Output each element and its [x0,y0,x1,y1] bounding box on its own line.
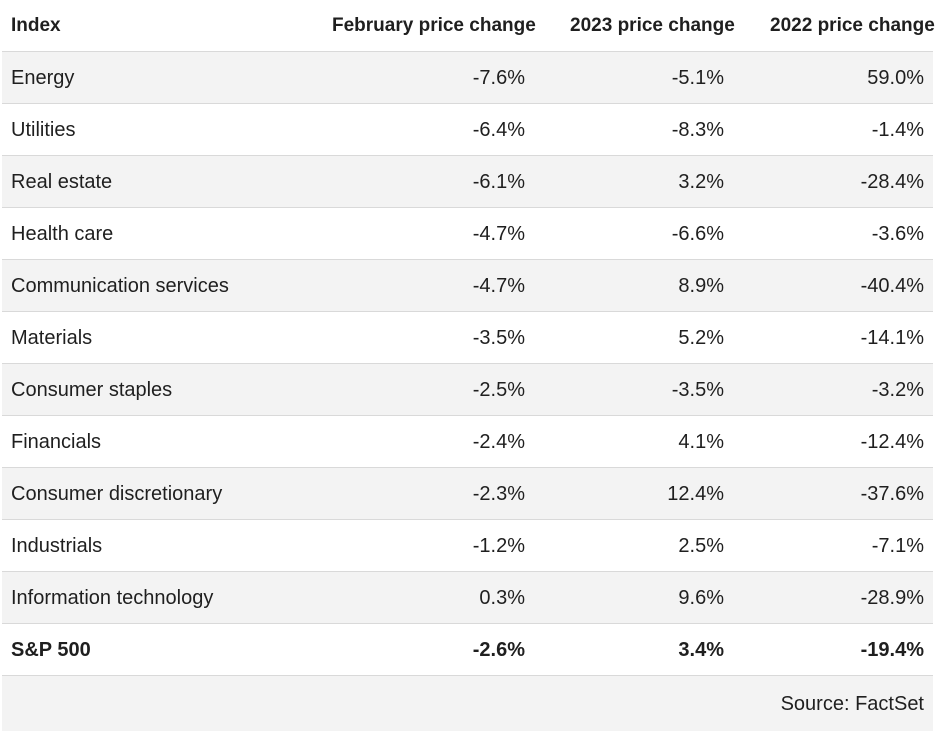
cell-february-price-change: -1.2% [472,534,525,557]
cell-2023-price-change: -5.1% [671,66,724,89]
row-label: Consumer discretionary [11,482,223,505]
table-row: Consumer discretionary -2.3% 12.4% -37.6… [2,468,933,520]
row-label: Utilities [11,118,76,141]
table-row: Health care -4.7% -6.6% -3.6% [2,208,933,260]
cell-2022-price-change: -12.4% [860,430,924,453]
cell-2023-price-change: 2.5% [678,534,724,557]
cell-2022-price-change: -1.4% [871,118,924,141]
table-row: Information technology 0.3% 9.6% -28.9% [2,572,933,624]
cell-february-price-change: -2.3% [472,482,525,505]
table-body: Energy -7.6% -5.1% 59.0% Utilities -6.4%… [2,52,933,676]
cell-2022-price-change: -40.4% [860,274,924,297]
cell-2023-price-change: 3.2% [678,170,724,193]
row-label: Industrials [11,534,103,557]
column-header-2023-price-change: 2023 price change [570,15,735,36]
cell-february-price-change: -2.6% [472,638,525,661]
row-label: Health care [11,222,114,245]
row-label: Consumer staples [11,378,173,401]
row-label: Information technology [11,586,214,609]
cell-february-price-change: -2.4% [472,430,525,453]
cell-february-price-change: -3.5% [472,326,525,349]
cell-2022-price-change: -37.6% [860,482,924,505]
cell-2023-price-change: 4.1% [678,430,724,453]
row-label: S&P 500 [11,638,91,661]
cell-february-price-change: -6.1% [472,170,525,193]
cell-february-price-change: -2.5% [472,378,525,401]
cell-2022-price-change: -28.4% [860,170,924,193]
cell-february-price-change: -7.6% [472,66,525,89]
cell-2023-price-change: -3.5% [671,378,724,401]
column-header-2022-price-change: 2022 price change [770,15,935,36]
source-note: Source: FactSet [780,692,924,715]
row-label: Materials [11,326,93,349]
table-row: Industrials -1.2% 2.5% -7.1% [2,520,933,572]
cell-2022-price-change: -3.6% [871,222,924,245]
cell-2022-price-change: 59.0% [867,66,924,89]
row-label: Financials [11,430,102,453]
row-label: Real estate [11,170,113,193]
cell-2023-price-change: 12.4% [667,482,724,505]
cell-2022-price-change: -7.1% [871,534,924,557]
row-label: Energy [11,66,75,89]
table-header-row: Index February price change 2023 price c… [2,0,935,52]
cell-february-price-change: -4.7% [472,274,525,297]
cell-february-price-change: -6.4% [472,118,525,141]
cell-2023-price-change: -6.6% [671,222,724,245]
cell-2022-price-change: -14.1% [860,326,924,349]
table-row: S&P 500 -2.6% 3.4% -19.4% [2,624,933,676]
cell-2022-price-change: -28.9% [860,586,924,609]
table-row: Materials -3.5% 5.2% -14.1% [2,312,933,364]
cell-2023-price-change: -8.3% [671,118,724,141]
table-row: Financials -2.4% 4.1% -12.4% [2,416,933,468]
cell-2022-price-change: -3.2% [871,378,924,401]
cell-february-price-change: 0.3% [479,586,525,609]
cell-2023-price-change: 5.2% [678,326,724,349]
table-footer: Source: FactSet [2,676,933,731]
column-header-february-price-change: February price change [332,15,536,36]
table-row: Energy -7.6% -5.1% 59.0% [2,52,933,104]
table-row: Utilities -6.4% -8.3% -1.4% [2,104,933,156]
cell-2023-price-change: 8.9% [678,274,724,297]
cell-2022-price-change: -19.4% [860,638,924,661]
row-label: Communication services [11,274,229,297]
table-row: Communication services -4.7% 8.9% -40.4% [2,260,933,312]
table-row: Real estate -6.1% 3.2% -28.4% [2,156,933,208]
column-header-index: Index [11,15,61,36]
table-row: Consumer staples -2.5% -3.5% -3.2% [2,364,933,416]
cell-2023-price-change: 3.4% [678,638,724,661]
cell-february-price-change: -4.7% [472,222,525,245]
cell-2023-price-change: 9.6% [678,586,724,609]
